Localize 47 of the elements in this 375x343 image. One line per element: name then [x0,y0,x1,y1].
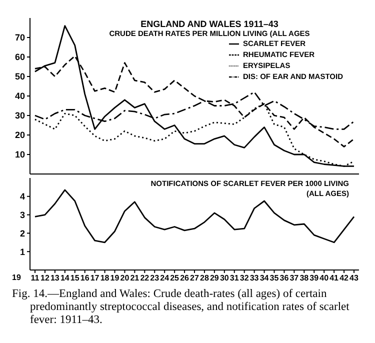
x-tick-label: 36 [280,274,290,283]
y-tick-label: 20 [14,130,25,140]
x-tick-label: 22 [140,274,150,283]
y-tick-label: 40 [14,91,25,102]
y-tick-label: 30 [14,110,25,121]
x-tick-label: 25 [170,274,180,283]
x-tick-label: 38 [300,274,310,283]
x-tick-label: 28 [200,274,210,283]
x-tick-label: 29 [210,274,220,283]
x-tick-label: 37 [290,274,300,283]
x-tick-label: 42 [340,274,350,283]
x-tick-label: 19 [110,274,120,283]
x-tick-label: 40 [320,274,330,283]
x-tick-label: 30 [220,274,230,283]
x-tick-label: 18 [100,274,110,283]
y-tick-label: 60 [14,52,25,62]
x-tick-label: 11 [30,274,40,283]
x-tick-label: 15 [70,274,80,283]
x-tick-label: 26 [180,274,190,283]
y-tick-label: 10 [14,150,25,160]
x-tick-label: 20 [120,274,130,283]
x-tick-label: 24 [160,274,170,283]
y-tick-label: 3 [20,210,25,220]
x-tick-label: 17 [90,274,100,283]
x-tick-label: 32 [240,274,250,283]
x-tick-label: 16 [80,274,90,283]
x-tick-label: 34 [260,274,270,283]
y-tick-label: 1 [20,246,25,257]
x-tick-label: 27 [190,274,200,283]
chart-title: ENGLAND AND WALES 1911–43 [140,19,280,29]
x-tick-label: 12 [40,274,50,283]
x-tick-label: 35 [270,274,280,283]
x-tick-label: 31 [230,274,240,283]
x-tick-label: 41 [330,274,340,283]
x-tick-label: 43 [350,274,360,283]
x-tick-label: 21 [130,274,140,283]
y-tick-label: 2 [20,228,25,238]
x-tick-label: 14 [60,274,70,283]
x-tick-label: 39 [310,274,320,283]
x-tick-label: 23 [150,274,160,283]
caption: Fig. 14.—England and Wales: Crude death-rates (all ages) of certain predominantly streptococcal diseases, and notification rates of scarlet fever: 1911–43. [12,288,350,327]
x-tick-label: 13 [50,274,60,283]
y-tick-label: 70 [14,32,25,43]
line-series [34,189,355,244]
x-tick-label: 33 [250,274,260,283]
y-tick-label: 4 [20,192,25,202]
y-tick-label: 50 [14,72,25,82]
